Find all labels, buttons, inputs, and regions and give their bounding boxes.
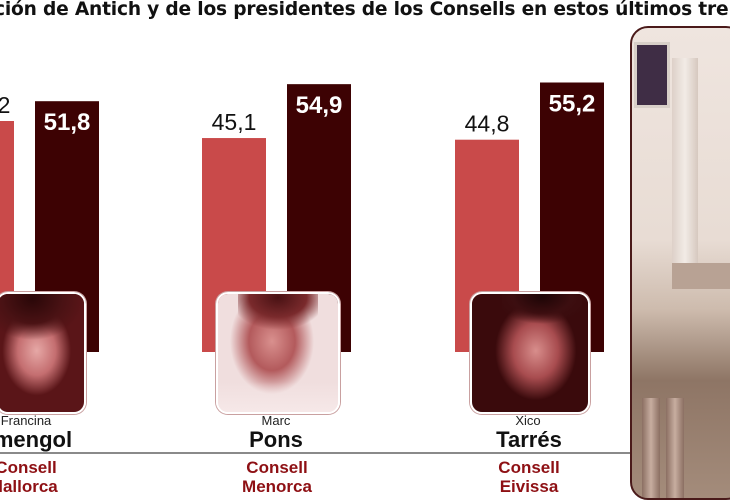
consell-label-line1: Consell	[498, 458, 560, 477]
divider-line	[0, 452, 630, 454]
portrait-photo-armengol	[0, 292, 86, 414]
data-label-dark-1: 54,9	[296, 92, 343, 119]
portrait-photo-pons	[216, 292, 340, 414]
data-label-dark-0: 51,8	[44, 109, 91, 136]
last-name-tarres: Tarrés	[496, 427, 562, 452]
chart-title: ción de Antich y de los presidentes de l…	[0, 0, 729, 20]
consell-label-mallorca: Consell lallorca	[0, 458, 118, 496]
building-photo	[630, 26, 730, 500]
last-name-armengol: mengol	[0, 427, 73, 452]
data-label-light-0: 2	[0, 92, 10, 118]
column-right	[666, 398, 684, 498]
pilaster-shape	[672, 58, 698, 278]
consell-label-line2: Menorca	[242, 477, 312, 496]
balcony-shape	[672, 263, 730, 289]
consell-label-eivissa: Consell Eivissa	[449, 458, 609, 496]
consell-label-line2: lallorca	[0, 477, 58, 496]
portrait-photo-tarres	[470, 292, 590, 414]
consell-label-line1: Consell	[0, 458, 57, 477]
first-name-armengol: Francina	[0, 413, 52, 428]
consell-label-line2: Eivissa	[499, 477, 559, 496]
data-label-light-2: 44,8	[465, 111, 510, 137]
first-name-tarres: Xico	[515, 413, 541, 428]
data-label-dark-2: 55,2	[549, 91, 596, 118]
consell-label-menorca: Consell Menorca	[197, 458, 357, 496]
column-left	[642, 398, 660, 498]
window-shape	[634, 42, 670, 108]
first-name-pons: Marc	[261, 413, 291, 428]
data-label-light-1: 45,1	[212, 109, 257, 135]
consell-label-line1: Consell	[246, 458, 308, 477]
last-name-pons: Pons	[249, 427, 303, 452]
